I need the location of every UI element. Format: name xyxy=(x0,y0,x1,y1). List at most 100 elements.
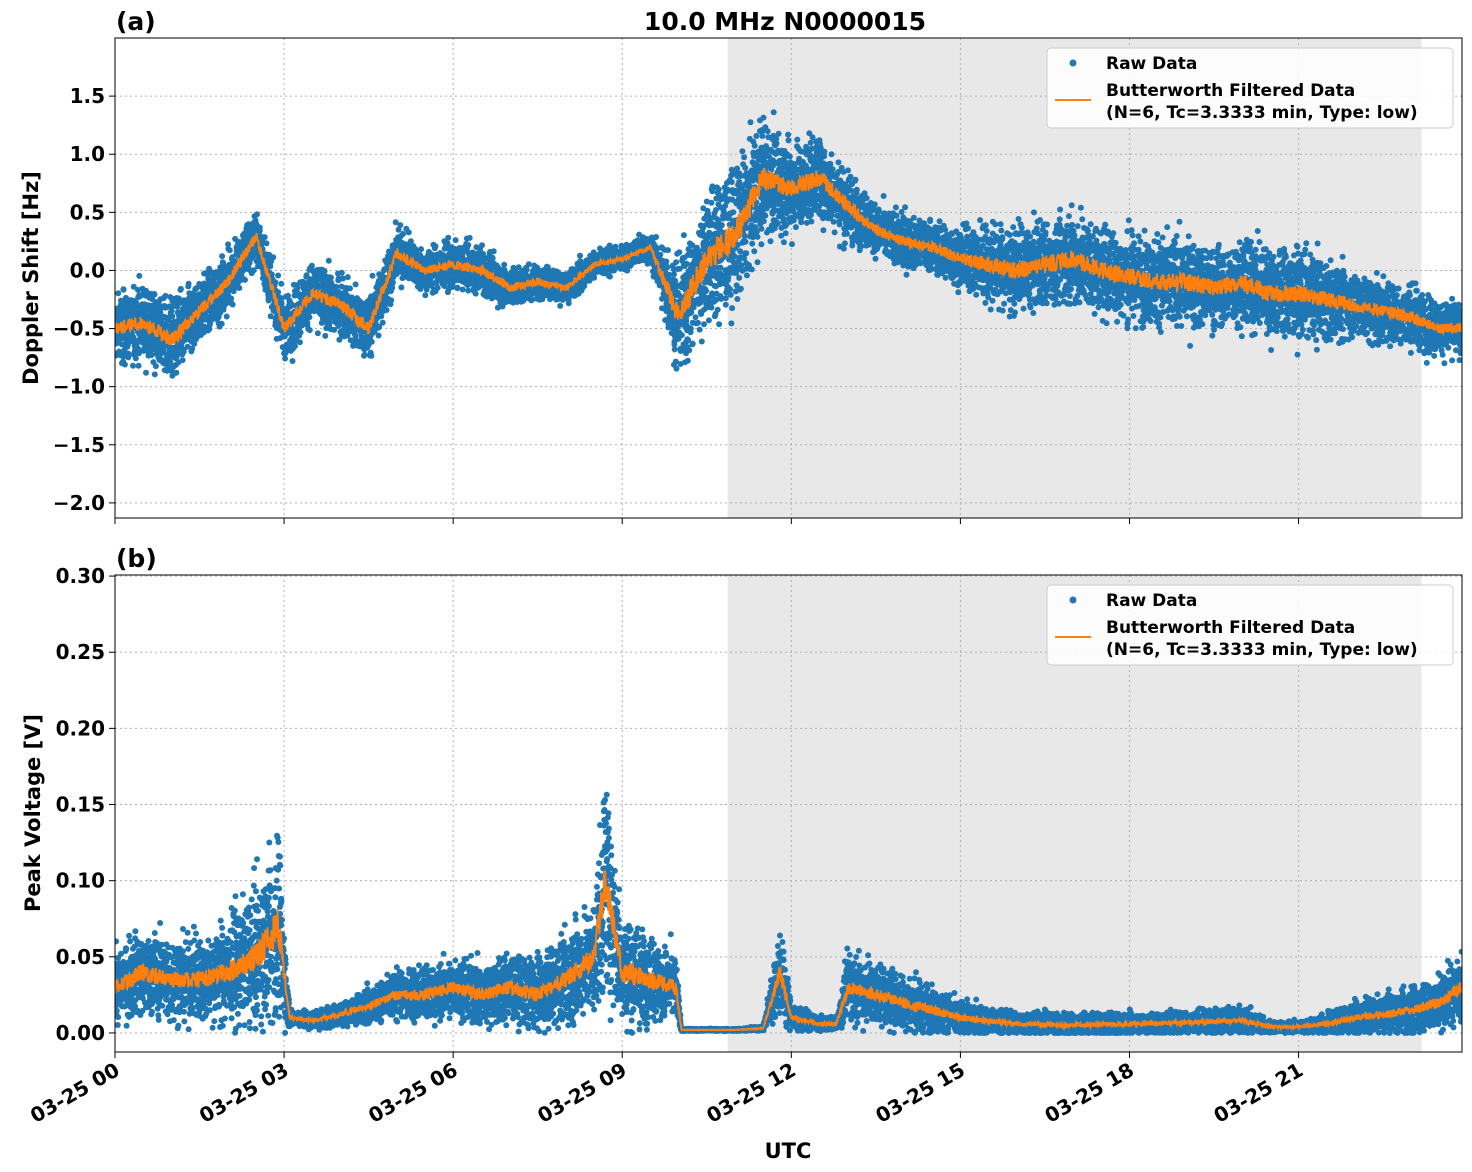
raw-data-point xyxy=(368,352,375,359)
raw-data-point xyxy=(228,295,235,302)
raw-data-point xyxy=(308,262,315,269)
raw-data-point xyxy=(322,332,329,339)
raw-data-point xyxy=(179,357,186,364)
raw-data-point xyxy=(389,279,396,286)
raw-data-point xyxy=(263,240,270,247)
raw-data-point xyxy=(270,254,277,261)
raw-data-point xyxy=(418,246,425,253)
y-tick-label: 1.0 xyxy=(70,142,105,166)
raw-data-point xyxy=(151,371,158,378)
raw-data-point xyxy=(143,369,149,376)
raw-data-point xyxy=(135,345,142,352)
raw-data-point xyxy=(289,358,296,364)
raw-data-point xyxy=(489,255,496,262)
raw-data-point xyxy=(169,313,176,320)
raw-data-point xyxy=(157,309,164,316)
raw-data-point xyxy=(671,346,678,353)
raw-data-point xyxy=(692,314,699,321)
raw-data-point xyxy=(256,224,263,231)
raw-data-point xyxy=(278,280,285,287)
raw-data-point xyxy=(501,261,508,268)
raw-data-point xyxy=(275,272,282,279)
raw-data-point xyxy=(454,285,461,292)
raw-data-point xyxy=(306,314,313,321)
raw-data-point xyxy=(261,234,268,241)
raw-data-point xyxy=(689,340,696,347)
raw-data-point xyxy=(229,301,236,308)
raw-data-point xyxy=(135,362,142,369)
raw-data-point xyxy=(134,286,141,293)
raw-data-point xyxy=(459,286,466,293)
raw-data-point xyxy=(388,297,395,304)
raw-data-point xyxy=(687,325,694,332)
raw-data-point xyxy=(168,307,175,314)
raw-data-point xyxy=(272,279,279,286)
raw-data-point xyxy=(218,320,225,327)
raw-data-point xyxy=(606,273,613,280)
raw-data-point xyxy=(162,292,169,299)
raw-data-point xyxy=(352,281,359,288)
raw-data-point xyxy=(314,330,321,337)
y-tick-label: 0.0 xyxy=(70,258,105,282)
raw-data-point xyxy=(254,211,260,218)
raw-data-point xyxy=(465,287,472,294)
raw-data-point xyxy=(292,343,298,350)
raw-data-point xyxy=(275,289,282,296)
raw-data-point xyxy=(297,329,304,336)
y-tick-label: −1.0 xyxy=(53,375,105,399)
raw-data-point xyxy=(432,243,439,250)
raw-data-point xyxy=(120,286,127,293)
raw-data-point xyxy=(219,253,226,260)
raw-data-point xyxy=(397,222,404,229)
raw-data-point xyxy=(136,272,143,279)
raw-data-point xyxy=(306,327,313,334)
raw-data-point xyxy=(676,249,683,256)
raw-data-point xyxy=(191,340,198,347)
raw-data-point xyxy=(325,257,332,264)
raw-data-point xyxy=(137,293,143,300)
raw-data-point xyxy=(177,285,184,292)
raw-data-point xyxy=(379,319,386,326)
raw-data-point xyxy=(226,247,233,254)
raw-data-point xyxy=(185,280,192,287)
raw-data-point xyxy=(375,332,382,339)
raw-data-point xyxy=(268,271,275,278)
raw-data-point xyxy=(115,290,122,297)
raw-data-point xyxy=(173,369,180,376)
raw-data-point xyxy=(452,237,459,244)
raw-data-point xyxy=(130,362,136,369)
raw-data-point xyxy=(304,319,311,326)
raw-data-point xyxy=(472,290,479,297)
raw-data-point xyxy=(368,338,375,345)
raw-data-point xyxy=(121,361,128,368)
raw-data-point xyxy=(294,285,301,292)
raw-data-point xyxy=(673,365,680,372)
raw-data-point xyxy=(479,242,485,249)
raw-data-point xyxy=(591,274,598,281)
y-tick-label: −1.5 xyxy=(53,433,105,457)
raw-data-point xyxy=(250,267,257,274)
y-tick-label: −2.0 xyxy=(53,491,105,515)
raw-data-point xyxy=(267,263,274,270)
raw-data-point xyxy=(663,258,670,265)
raw-data-point xyxy=(206,326,213,332)
raw-data-point xyxy=(557,302,564,309)
raw-data-point xyxy=(152,363,159,370)
raw-data-point xyxy=(389,284,396,291)
raw-data-point xyxy=(664,264,671,271)
raw-data-point xyxy=(151,291,158,298)
raw-data-point xyxy=(422,292,429,299)
raw-data-point xyxy=(665,247,671,254)
raw-data-point xyxy=(296,339,303,346)
y-tick-label: 1.5 xyxy=(70,84,105,108)
raw-data-point xyxy=(369,272,376,279)
raw-data-point xyxy=(236,285,243,291)
raw-data-point xyxy=(686,347,693,354)
raw-data-point xyxy=(242,276,248,283)
raw-data-point xyxy=(398,284,405,291)
raw-data-point xyxy=(445,234,452,241)
raw-data-point xyxy=(225,241,232,248)
raw-data-point xyxy=(465,242,472,248)
